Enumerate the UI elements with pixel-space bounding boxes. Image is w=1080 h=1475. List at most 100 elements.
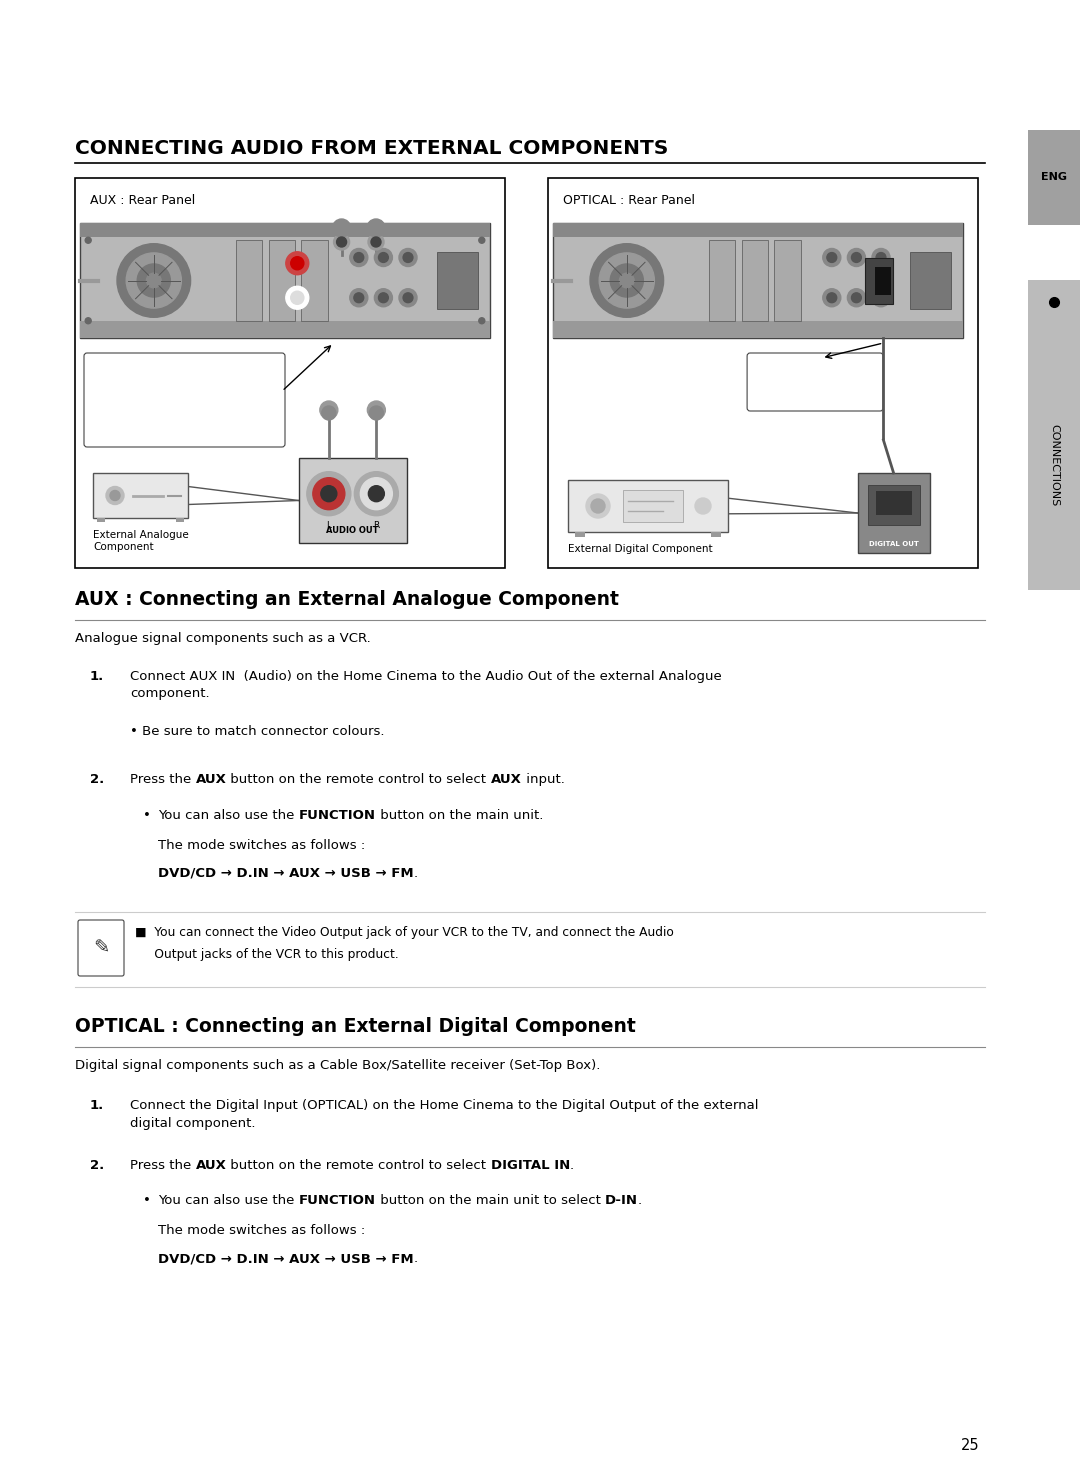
- Circle shape: [354, 252, 364, 263]
- Circle shape: [333, 218, 351, 237]
- Bar: [774, 240, 801, 320]
- Text: ■  You can connect the Video Output jack of your VCR to the TV, and connect the : ■ You can connect the Video Output jack …: [135, 926, 674, 940]
- Text: Optical Cable
(not supplied): Optical Cable (not supplied): [777, 370, 854, 394]
- Circle shape: [367, 218, 384, 237]
- Text: ✎: ✎: [93, 938, 109, 957]
- Text: CONNECTIONS: CONNECTIONS: [1049, 423, 1059, 506]
- Circle shape: [851, 294, 862, 302]
- Circle shape: [610, 264, 644, 296]
- Circle shape: [591, 499, 605, 513]
- Text: The mode switches as follows :: The mode switches as follows :: [158, 1224, 365, 1238]
- Text: .: .: [638, 1193, 642, 1207]
- Text: 2.: 2.: [90, 1159, 105, 1173]
- Circle shape: [590, 243, 663, 317]
- Text: button on the main unit.: button on the main unit.: [376, 808, 543, 822]
- Text: DIGITAL OUT: DIGITAL OUT: [868, 541, 918, 547]
- Text: DVD/CD → D.IN → AUX → USB → FM: DVD/CD → D.IN → AUX → USB → FM: [158, 1252, 414, 1266]
- Bar: [865, 258, 893, 304]
- Circle shape: [368, 485, 384, 502]
- Bar: [436, 252, 477, 310]
- Text: .: .: [414, 867, 418, 881]
- Text: 2.: 2.: [90, 773, 105, 786]
- Circle shape: [110, 491, 120, 500]
- Text: 25: 25: [961, 1438, 980, 1453]
- Text: 1.: 1.: [90, 670, 105, 683]
- Bar: [301, 240, 328, 320]
- Circle shape: [620, 273, 634, 288]
- Text: OPTICAL : Connecting an External Digital Component: OPTICAL : Connecting an External Digital…: [75, 1016, 636, 1035]
- Circle shape: [478, 237, 485, 243]
- Bar: [623, 490, 683, 522]
- FancyBboxPatch shape: [84, 353, 285, 447]
- Bar: [93, 473, 188, 518]
- Circle shape: [350, 289, 368, 307]
- Circle shape: [85, 317, 91, 323]
- Circle shape: [827, 252, 837, 263]
- Circle shape: [378, 294, 389, 302]
- Circle shape: [403, 252, 413, 263]
- Text: Press the: Press the: [130, 773, 195, 786]
- Text: You can also use the: You can also use the: [158, 1193, 299, 1207]
- Bar: [858, 473, 930, 553]
- Bar: [867, 485, 919, 525]
- Circle shape: [848, 289, 865, 307]
- Text: AUX: AUX: [195, 1159, 227, 1173]
- Circle shape: [322, 406, 336, 420]
- Text: button on the main unit to select: button on the main unit to select: [376, 1193, 605, 1207]
- FancyBboxPatch shape: [747, 353, 883, 412]
- Circle shape: [399, 248, 417, 267]
- Circle shape: [291, 291, 303, 304]
- Circle shape: [823, 248, 841, 267]
- Circle shape: [313, 478, 345, 510]
- Text: Digital signal components such as a Cable Box/Satellite receiver (Set-Top Box).: Digital signal components such as a Cabl…: [75, 1059, 600, 1072]
- Circle shape: [137, 264, 171, 296]
- Text: FUNCTION: FUNCTION: [299, 1193, 376, 1207]
- Circle shape: [354, 472, 399, 516]
- Bar: [1028, 280, 1080, 590]
- Bar: [876, 491, 912, 515]
- Text: ENG: ENG: [1041, 173, 1067, 183]
- Circle shape: [872, 289, 890, 307]
- Bar: [909, 252, 950, 310]
- Bar: [553, 223, 963, 338]
- Circle shape: [876, 252, 886, 263]
- Circle shape: [291, 257, 303, 270]
- Bar: [235, 240, 262, 320]
- Text: •: •: [143, 1193, 156, 1207]
- Text: DVD/CD → D.IN → AUX → USB → FM: DVD/CD → D.IN → AUX → USB → FM: [158, 867, 414, 881]
- Bar: [269, 240, 295, 320]
- Circle shape: [876, 294, 886, 302]
- Text: L: L: [326, 521, 332, 530]
- Circle shape: [337, 237, 347, 246]
- Circle shape: [286, 286, 309, 310]
- Circle shape: [696, 499, 711, 513]
- Bar: [568, 479, 728, 532]
- Circle shape: [872, 248, 890, 267]
- Circle shape: [851, 252, 862, 263]
- Text: button on the remote control to select: button on the remote control to select: [227, 1159, 490, 1173]
- Text: •: •: [143, 808, 156, 822]
- Text: Output jacks of the VCR to this product.: Output jacks of the VCR to this product.: [135, 948, 399, 962]
- Circle shape: [586, 494, 610, 518]
- Text: The mode switches as follows :: The mode switches as follows :: [158, 839, 365, 853]
- Text: R: R: [374, 521, 379, 530]
- FancyBboxPatch shape: [78, 920, 124, 976]
- Text: Analogue signal components such as a VCR.: Analogue signal components such as a VCR…: [75, 631, 370, 645]
- Bar: [742, 240, 768, 320]
- Text: DIGITAL IN: DIGITAL IN: [490, 1159, 570, 1173]
- Circle shape: [372, 237, 381, 246]
- Text: FUNCTION: FUNCTION: [299, 808, 376, 822]
- Circle shape: [147, 273, 161, 288]
- Bar: [1028, 130, 1080, 226]
- Text: .: .: [570, 1159, 573, 1173]
- Circle shape: [321, 485, 337, 502]
- Text: input.: input.: [522, 773, 565, 786]
- Text: External Analogue
Component: External Analogue Component: [93, 530, 189, 553]
- Text: AUX : Connecting an External Analogue Component: AUX : Connecting an External Analogue Co…: [75, 590, 619, 609]
- Circle shape: [334, 235, 350, 249]
- Circle shape: [85, 237, 91, 243]
- Bar: [875, 267, 891, 295]
- Circle shape: [367, 401, 386, 419]
- Circle shape: [106, 487, 124, 504]
- Text: AUX : Rear Panel: AUX : Rear Panel: [90, 193, 195, 206]
